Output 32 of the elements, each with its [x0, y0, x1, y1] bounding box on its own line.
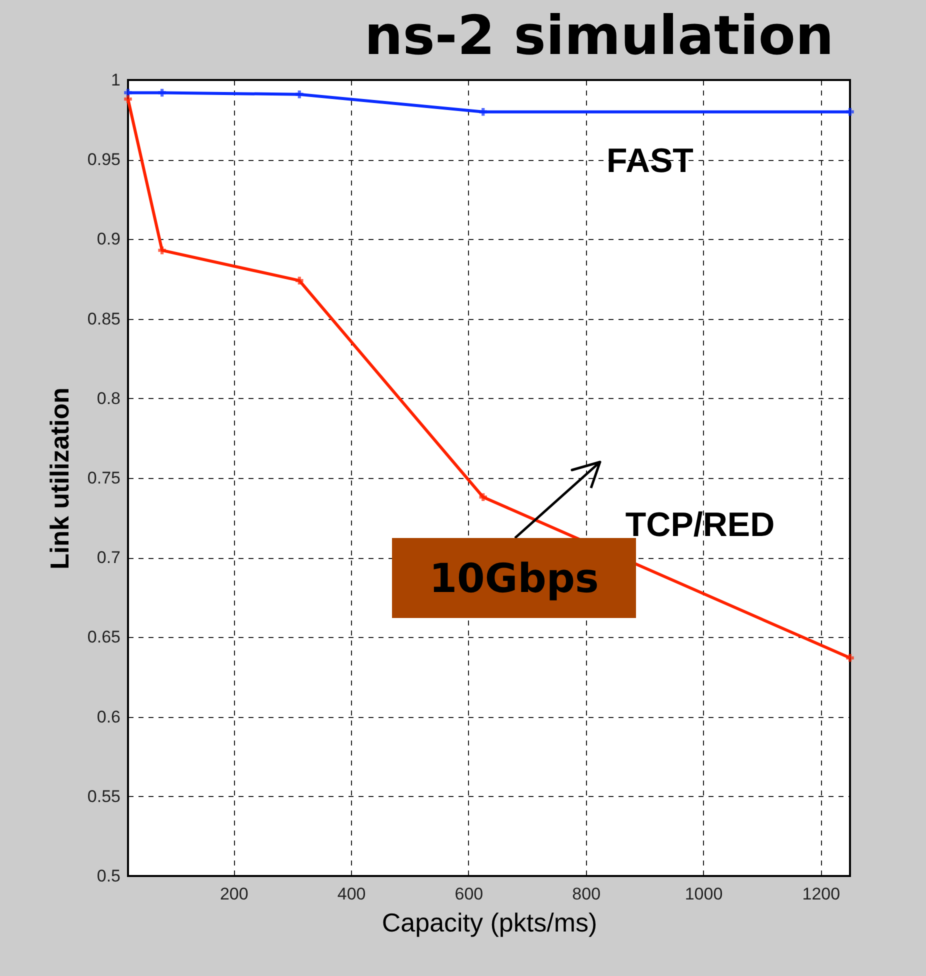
series-label: TCP/RED — [625, 506, 775, 544]
y-tick-label: 1 — [111, 70, 120, 90]
x-tick-label: 600 — [454, 884, 484, 904]
y-tick-label: 0.75 — [87, 468, 120, 488]
point — [846, 108, 854, 116]
y-tick-label: 0.5 — [96, 866, 120, 886]
point — [296, 90, 304, 98]
y-tick-label: 0.7 — [96, 548, 120, 568]
x-tick-label: 800 — [572, 884, 601, 904]
point — [479, 108, 488, 116]
x-axis-title: Capacity (pkts/ms) — [382, 908, 598, 938]
y-tick-label: 0.55 — [87, 786, 120, 806]
point — [158, 246, 166, 254]
y-tick-label: 0.8 — [96, 388, 120, 408]
point — [296, 276, 304, 284]
y-tick-label: 0.95 — [87, 150, 120, 170]
annotation: 10Gbps — [429, 556, 599, 602]
y-axis-title: Link utilization — [44, 388, 74, 570]
point — [479, 493, 488, 501]
point — [158, 88, 166, 97]
x-tick-label: 1000 — [684, 884, 723, 904]
x-tick-label: 400 — [337, 884, 366, 904]
series-label: FAST — [606, 142, 694, 180]
x-tick-label: 1200 — [802, 884, 840, 904]
chart-title: ns-2 simulation — [364, 4, 834, 67]
x-tick-label: 200 — [220, 884, 248, 904]
point — [846, 654, 854, 662]
y-tick-label: 0.65 — [87, 628, 120, 647]
y-tick-label: 0.9 — [96, 230, 120, 249]
y-tick-label: 0.85 — [87, 309, 120, 328]
point — [124, 95, 132, 103]
y-tick-label: 0.6 — [96, 707, 120, 726]
